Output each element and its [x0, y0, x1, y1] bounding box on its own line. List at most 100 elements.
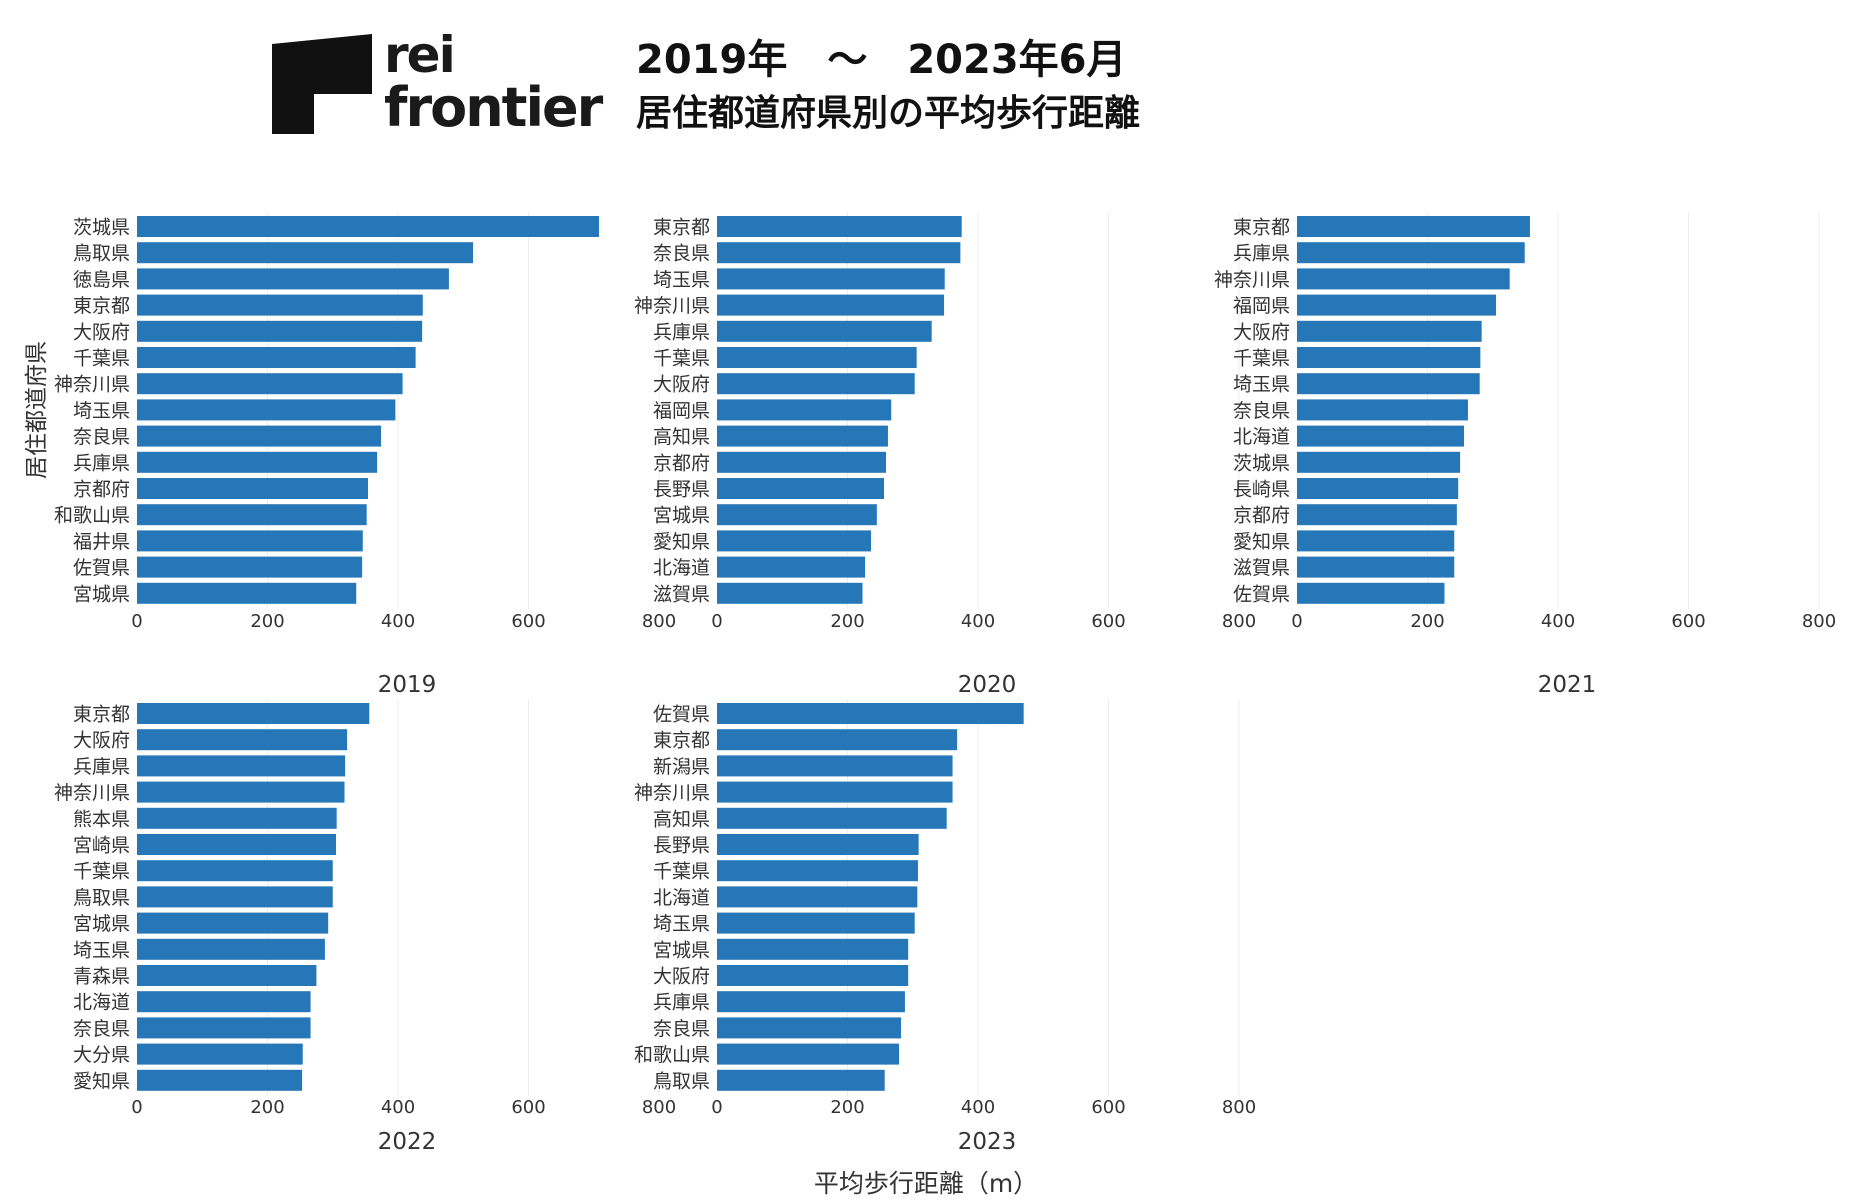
bar-2023-8: [717, 912, 915, 934]
category-label: 大阪府: [73, 321, 130, 343]
bar-2019-4: [137, 320, 423, 342]
category-label: 宮城県: [653, 505, 710, 527]
bar-2020-12: [717, 530, 871, 552]
bar-2023-4: [717, 807, 947, 829]
bar-2022-13: [137, 1043, 303, 1065]
bar-2023-7: [717, 886, 918, 908]
category-label: 福岡県: [1233, 295, 1290, 317]
category-label: 奈良県: [73, 1018, 130, 1040]
category-label: 茨城県: [1233, 452, 1290, 474]
category-label: 東京都: [73, 295, 130, 317]
bar-2020-8: [717, 425, 888, 447]
x-tick-label: 600: [1671, 611, 1705, 632]
category-label: 滋賀県: [1233, 557, 1290, 579]
x-axis-label: 平均歩行距離（m）: [814, 1169, 1038, 1198]
bar-2021-9: [1297, 451, 1461, 473]
category-label: 高知県: [653, 808, 710, 830]
category-label: 神奈川県: [54, 782, 130, 804]
category-label: 京都府: [1233, 505, 1290, 527]
category-label: 千葉県: [73, 348, 130, 370]
bar-2022-14: [137, 1069, 303, 1091]
category-label: 兵庫県: [73, 756, 130, 778]
category-label: 長崎県: [1233, 479, 1290, 501]
page-title: 2019年 ～ 2023年6月: [636, 37, 1127, 83]
category-label: 埼玉県: [653, 913, 710, 935]
category-label: 鳥取県: [73, 887, 130, 909]
x-tick-label: 600: [1091, 1097, 1125, 1118]
bar-2019-13: [137, 556, 363, 578]
bar-2019-14: [137, 582, 357, 604]
x-tick-label: 600: [511, 1097, 545, 1118]
bar-2020-1: [717, 242, 961, 264]
x-tick-label: 0: [131, 1097, 142, 1118]
x-tick-label: 800: [1222, 611, 1256, 632]
bar-2021-3: [1297, 294, 1497, 316]
logo-text-line1: rei: [384, 26, 456, 84]
bar-2021-12: [1297, 530, 1455, 552]
bar-2023-5: [717, 834, 919, 855]
bar-2021-11: [1297, 504, 1457, 526]
bar-2019-0: [137, 216, 599, 237]
category-label: 大阪府: [1233, 321, 1290, 343]
bar-2021-10: [1297, 478, 1459, 499]
category-label: 埼玉県: [73, 400, 130, 422]
bar-2022-4: [137, 807, 337, 829]
category-label: 愛知県: [1233, 531, 1290, 553]
x-tick-label: 400: [961, 1097, 995, 1118]
bar-2019-9: [137, 451, 378, 473]
bar-2020-5: [717, 347, 917, 368]
category-label: 鳥取県: [653, 1070, 710, 1092]
bar-2023-14: [717, 1069, 885, 1091]
category-label: 愛知県: [73, 1070, 130, 1092]
category-label: 東京都: [653, 730, 710, 752]
x-tick-label: 400: [961, 611, 995, 632]
category-label: 東京都: [653, 217, 710, 239]
x-tick-label: 0: [1291, 611, 1302, 632]
category-label: 兵庫県: [73, 452, 130, 474]
bar-2021-14: [1297, 582, 1445, 604]
bar-2021-7: [1297, 399, 1468, 421]
bar-2019-8: [137, 425, 382, 447]
bar-2019-7: [137, 399, 396, 421]
category-label: 徳島県: [73, 269, 130, 291]
bar-2019-1: [137, 242, 474, 264]
bar-2022-6: [137, 860, 333, 882]
category-label: 福井県: [73, 531, 130, 553]
bar-2023-1: [717, 729, 958, 751]
category-label: 大阪府: [653, 374, 710, 396]
category-label: 千葉県: [653, 348, 710, 370]
bar-2023-0: [717, 703, 1024, 724]
category-label: 茨城県: [73, 217, 130, 239]
bar-2019-3: [137, 294, 423, 316]
category-label: 長野県: [653, 835, 710, 857]
category-label: 佐賀県: [1233, 583, 1290, 605]
bar-2022-3: [137, 781, 345, 803]
category-label: 和歌山県: [634, 1044, 710, 1066]
bar-2020-11: [717, 504, 877, 526]
category-label: 大分県: [73, 1044, 130, 1066]
category-label: 宮城県: [653, 939, 710, 961]
x-tick-label: 800: [1802, 611, 1836, 632]
category-label: 福岡県: [653, 400, 710, 422]
x-tick-label: 400: [381, 1097, 415, 1118]
category-label: 北海道: [653, 557, 710, 579]
category-label: 兵庫県: [1233, 243, 1290, 265]
panel-title: 2023: [958, 1129, 1017, 1155]
bar-2020-10: [717, 478, 885, 499]
bar-2022-0: [137, 703, 370, 724]
bar-2019-11: [137, 504, 367, 526]
category-label: 京都府: [653, 452, 710, 474]
category-label: 和歌山県: [54, 505, 130, 527]
x-tick-label: 200: [830, 1097, 864, 1118]
bar-2021-4: [1297, 320, 1482, 342]
bar-2021-13: [1297, 556, 1455, 578]
x-tick-label: 600: [511, 611, 545, 632]
bar-2021-8: [1297, 425, 1465, 447]
category-label: 宮城県: [73, 583, 130, 605]
panel-title: 2022: [378, 1129, 437, 1155]
bar-2020-2: [717, 268, 945, 290]
category-label: 大阪府: [653, 966, 710, 988]
y-axis-label: 居住都道府県: [24, 341, 50, 479]
category-label: 青森県: [73, 966, 130, 988]
